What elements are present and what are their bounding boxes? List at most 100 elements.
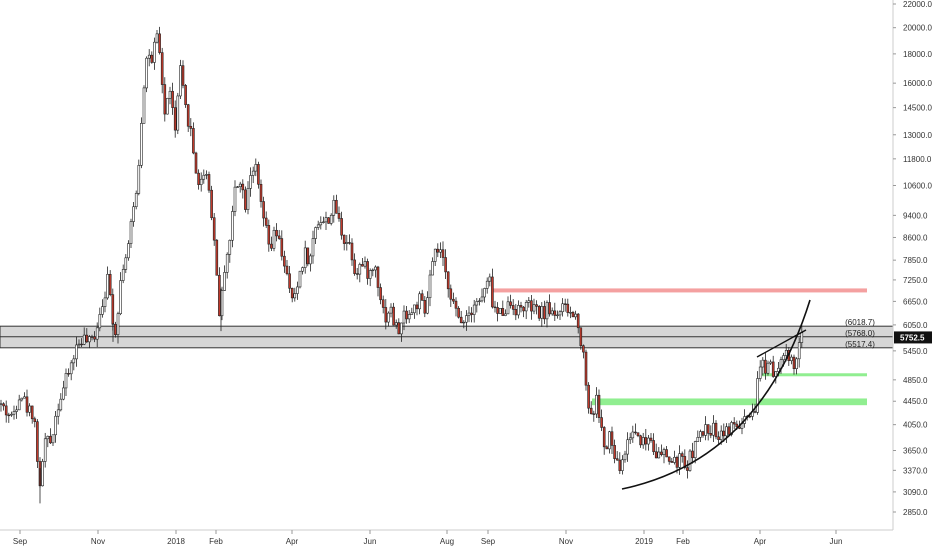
candle-body [306, 247, 310, 265]
candle [202, 169, 206, 184]
candle-body [428, 274, 432, 299]
candle-body [792, 356, 796, 369]
candle-body [558, 311, 562, 316]
candle [309, 253, 312, 272]
candle-body [41, 461, 44, 487]
drawings-layer [621, 299, 811, 490]
candle-body [2, 403, 5, 407]
candle-body [688, 450, 692, 471]
candle-body [111, 294, 115, 325]
candle [264, 211, 268, 229]
candle-body [610, 431, 614, 446]
candle [36, 419, 39, 468]
candle [277, 229, 281, 240]
candle-body [267, 225, 271, 245]
candle-body [444, 257, 447, 273]
candle-body [371, 269, 375, 272]
candle [634, 423, 637, 435]
y-tick-label: 3090.0 [903, 488, 928, 497]
candle-body [259, 183, 263, 202]
candle-body [535, 304, 538, 307]
y-tick-label: 4850.0 [903, 376, 928, 385]
candle-body [548, 302, 551, 315]
x-tick-label: 2019 [635, 537, 653, 546]
candle-body [254, 164, 258, 172]
candle [374, 265, 377, 278]
candle [181, 60, 185, 89]
candle-body [574, 313, 577, 318]
candle [470, 307, 473, 323]
candle-body [121, 269, 125, 281]
candle [613, 439, 616, 464]
time-axis[interactable]: Sep Nov 2018 Feb Apr Jun Aug Sep Nov 2019 Feb Apr Ju… [13, 530, 843, 546]
candle [381, 295, 385, 314]
candle [483, 287, 486, 303]
candle [709, 425, 713, 439]
candle-body [20, 397, 24, 401]
y-tick-label: 10600.0 [903, 181, 932, 190]
candle [639, 434, 642, 448]
candle-body [108, 274, 112, 295]
candle-body [296, 286, 299, 294]
candle [301, 266, 304, 275]
candle [597, 389, 601, 423]
candle-body [197, 172, 200, 185]
candle-body [106, 274, 109, 299]
candle [602, 426, 606, 455]
candle-body [543, 306, 546, 320]
candle-body [727, 426, 731, 435]
candle [267, 219, 271, 252]
candle-body [194, 152, 198, 174]
candle-body [119, 280, 122, 315]
candle-body [293, 293, 297, 299]
candle-body [316, 224, 320, 228]
candle-body [225, 253, 229, 273]
candle-body [480, 296, 484, 302]
candle-body [459, 316, 463, 324]
price-axis[interactable]: 22000.0 20000.0 18000.0 16000.0 14500.0 13000… [893, 0, 932, 517]
candle-body [457, 307, 460, 318]
candle-body [134, 193, 138, 208]
candle-body [522, 306, 525, 312]
candle-body [181, 65, 185, 86]
support-band-zone [592, 398, 867, 406]
candle [147, 49, 151, 67]
candle-body [537, 306, 541, 319]
candle [90, 334, 94, 341]
candle-body [350, 242, 354, 261]
resistance-line-zone [492, 288, 867, 293]
candle-body [706, 424, 710, 434]
candle [493, 300, 497, 313]
candle [41, 458, 44, 487]
candle [342, 234, 346, 251]
candle-body [77, 343, 81, 346]
x-tick-label: Sep [481, 537, 496, 546]
candle [449, 284, 453, 307]
candle [407, 310, 411, 324]
candle-body [478, 300, 481, 302]
candle-body [56, 409, 60, 417]
candle [415, 301, 419, 316]
candle [75, 336, 78, 367]
candle-body [376, 266, 380, 288]
candle [51, 434, 55, 446]
candle-body [93, 336, 96, 340]
candle [467, 306, 471, 323]
candle [636, 432, 640, 438]
candle-body [272, 229, 276, 249]
candle-body [553, 310, 557, 316]
candle [553, 302, 557, 321]
candle-body [179, 65, 182, 97]
candle [244, 186, 247, 213]
candle-body [654, 451, 658, 459]
candle [88, 335, 91, 349]
candle [4, 400, 8, 423]
y-tick-label: 22000.0 [903, 0, 932, 9]
candle [311, 230, 315, 264]
candle [717, 431, 720, 445]
candle [236, 186, 239, 188]
candle-body [413, 304, 416, 314]
candle [350, 238, 354, 266]
candle [56, 403, 60, 425]
